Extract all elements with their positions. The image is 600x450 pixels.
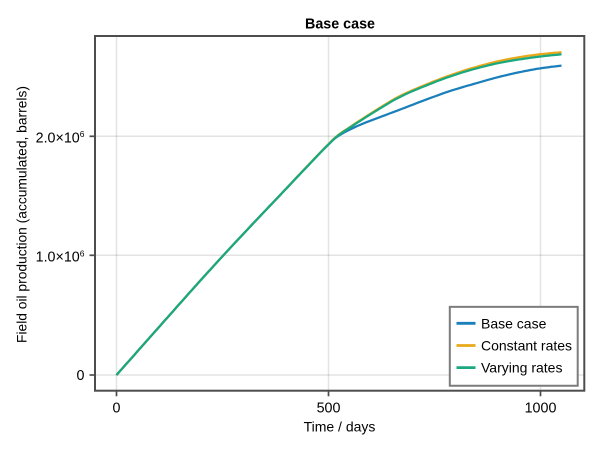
svg-text:0: 0 [113,401,121,417]
svg-text:Base case: Base case [305,16,375,32]
svg-text:Constant rates: Constant rates [481,338,572,354]
svg-text:Field oil production (accumula: Field oil production (accumulated, barre… [15,86,30,343]
svg-text:500: 500 [317,401,341,417]
svg-text:1000: 1000 [525,401,557,417]
svg-text:2.0×106: 2.0×106 [36,129,85,146]
svg-text:0: 0 [77,368,85,384]
svg-text:Base case: Base case [481,315,547,331]
svg-text:Time / days: Time / days [304,418,376,434]
svg-text:Varying rates: Varying rates [481,360,562,376]
svg-text:1.0×106: 1.0×106 [36,248,85,265]
